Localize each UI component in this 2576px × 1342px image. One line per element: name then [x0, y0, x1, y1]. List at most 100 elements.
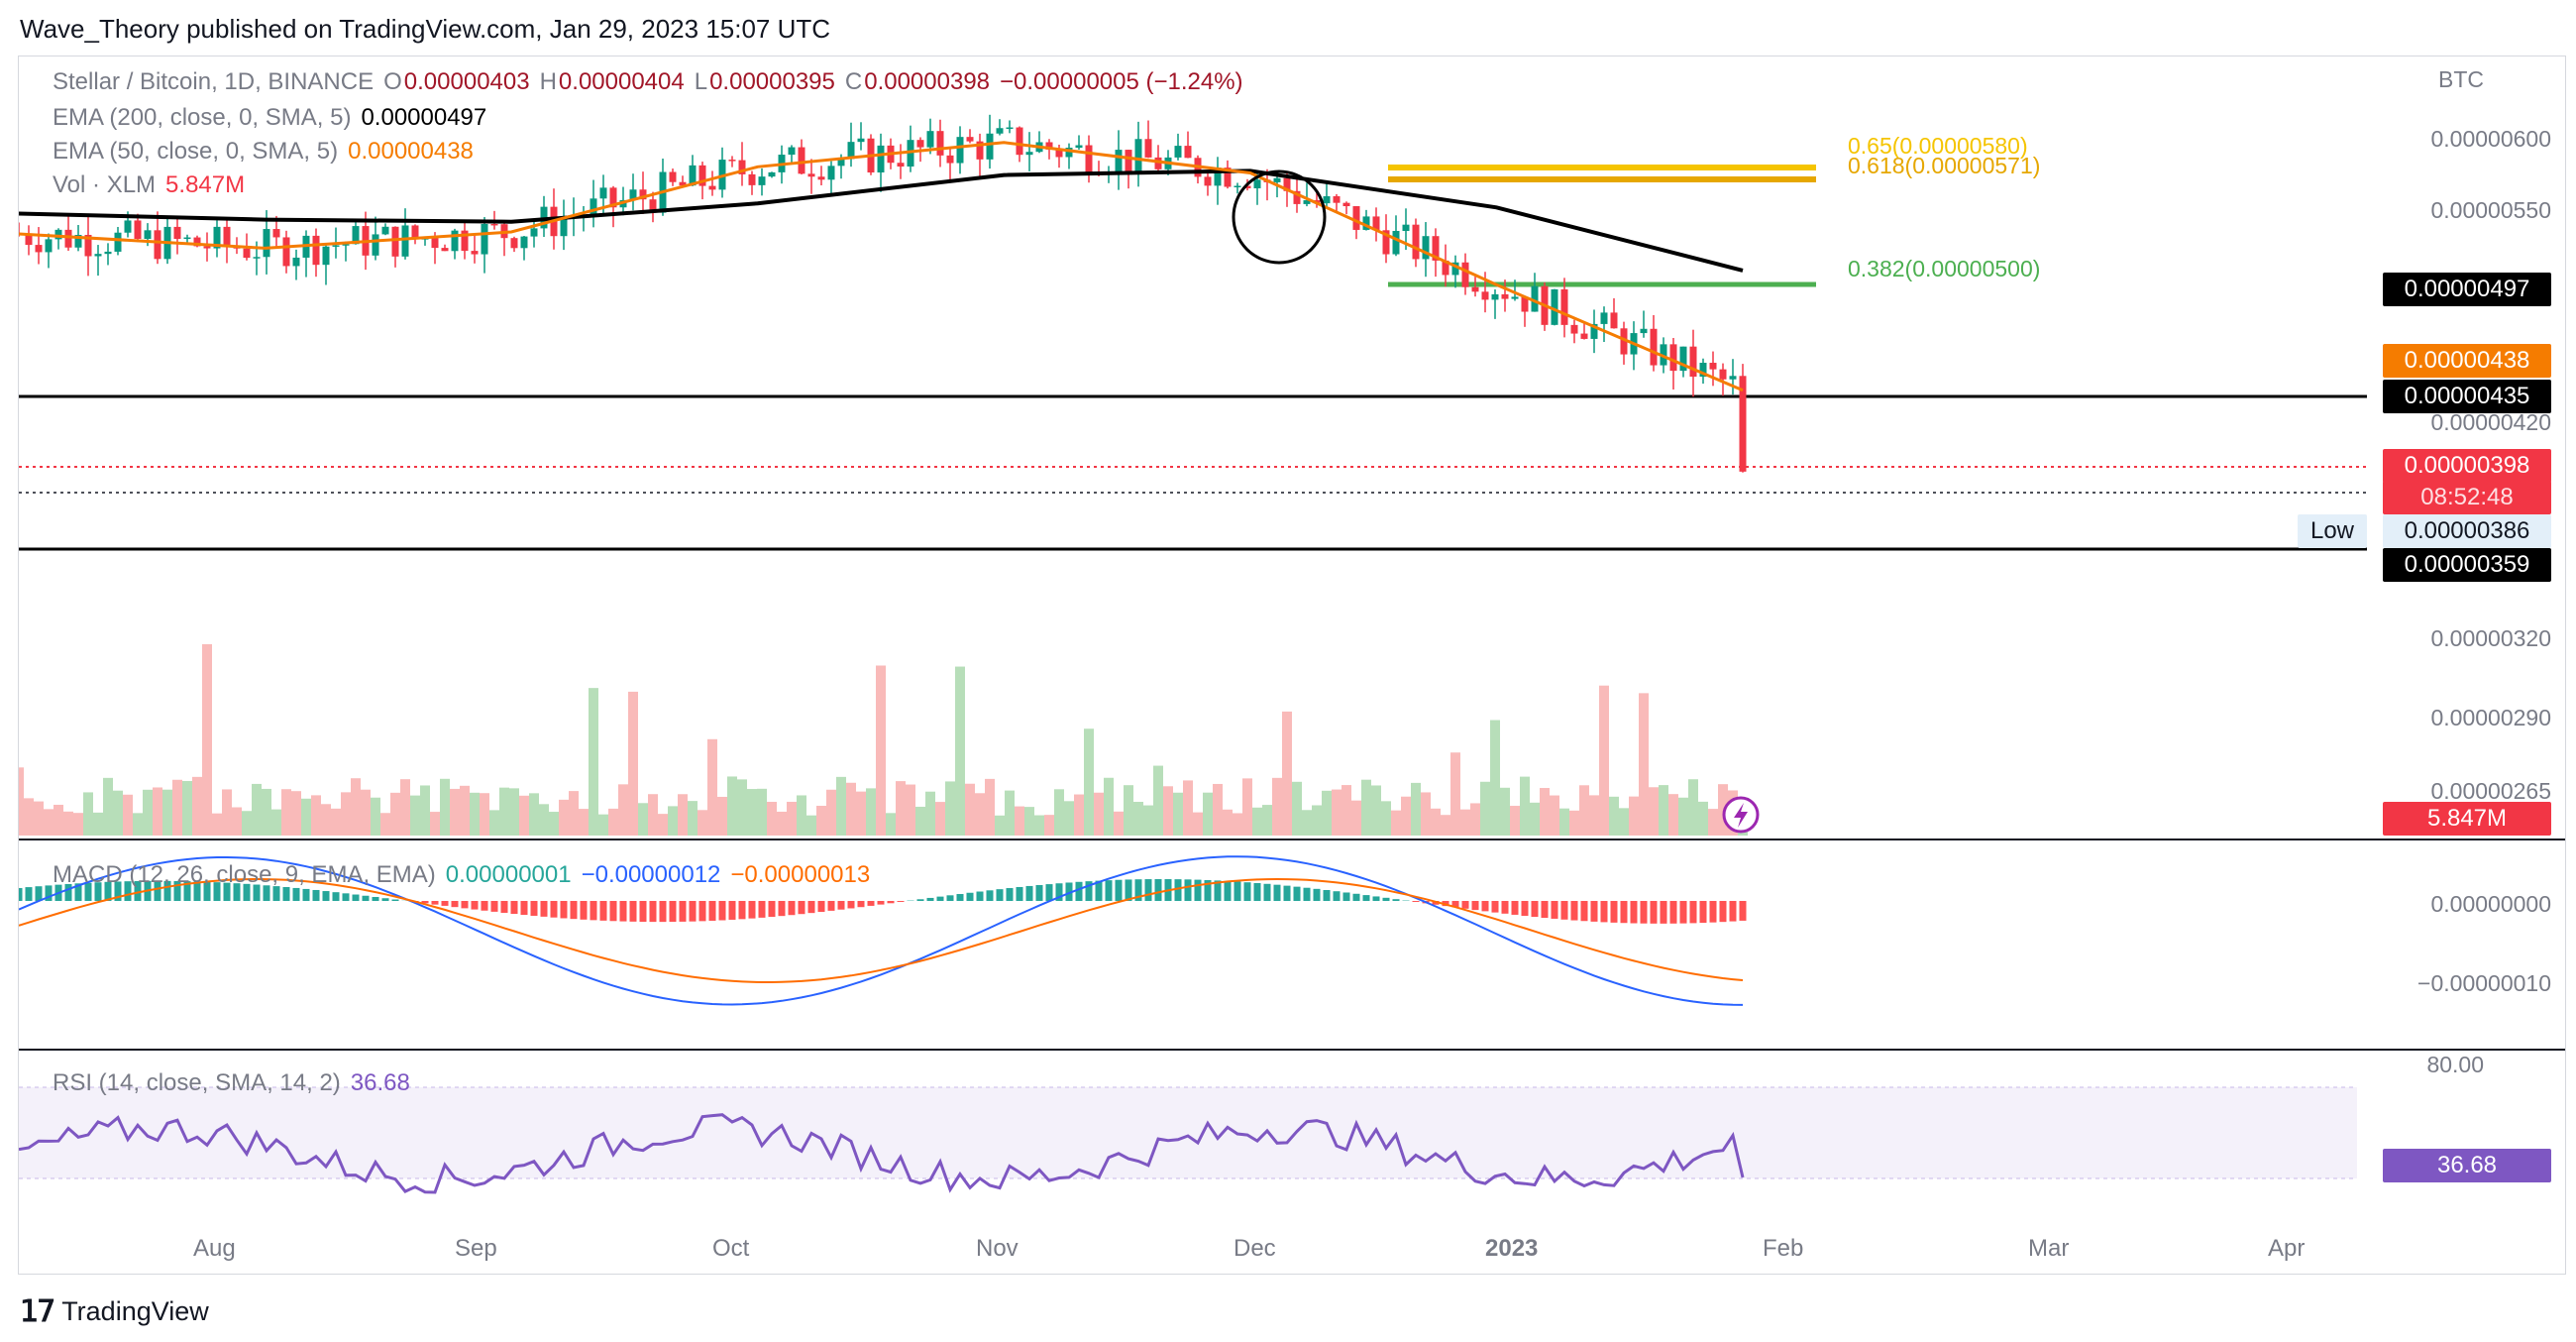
candle-body[interactable]	[1442, 260, 1449, 276]
candle-body[interactable]	[827, 166, 835, 180]
candle-body[interactable]	[1323, 196, 1331, 204]
candle-body[interactable]	[1531, 285, 1539, 312]
candle-body[interactable]	[35, 245, 43, 253]
candle-body[interactable]	[629, 189, 637, 200]
candle-body[interactable]	[996, 128, 1004, 134]
candle-body[interactable]	[490, 223, 498, 226]
candle-body[interactable]	[1382, 230, 1390, 255]
candle-body[interactable]	[203, 246, 211, 249]
candle-body[interactable]	[1243, 185, 1251, 189]
candle-body[interactable]	[877, 145, 885, 173]
candle-body[interactable]	[411, 225, 419, 239]
candle-body[interactable]	[590, 198, 597, 217]
candle-body[interactable]	[768, 171, 776, 177]
candle-body[interactable]	[1640, 328, 1648, 334]
candle-body[interactable]	[1551, 288, 1558, 325]
candle-body[interactable]	[391, 226, 399, 257]
candle-body[interactable]	[1006, 127, 1014, 130]
candle-body[interactable]	[907, 140, 914, 168]
candle-body[interactable]	[1115, 150, 1123, 172]
candle-body[interactable]	[1016, 127, 1023, 156]
candle-body[interactable]	[1402, 224, 1410, 232]
candle-body[interactable]	[1214, 168, 1222, 186]
candle-body[interactable]	[1412, 224, 1420, 260]
candle-body[interactable]	[1739, 376, 1747, 472]
candle-body[interactable]	[322, 246, 330, 266]
candle-body[interactable]	[1333, 196, 1341, 203]
candle-body[interactable]	[1709, 363, 1717, 370]
chart-canvas[interactable]: 0.65(0.00000580) 0.618(0.00000571) 0.382…	[19, 56, 2565, 1274]
candle-body[interactable]	[451, 230, 459, 252]
candle-body[interactable]	[154, 230, 161, 260]
candle-body[interactable]	[728, 160, 736, 162]
ema50-legend[interactable]: EMA (50, close, 0, SMA, 5) 0.00000438	[53, 138, 483, 166]
candle-body[interactable]	[1610, 312, 1618, 329]
candle-body[interactable]	[104, 251, 112, 255]
candle-body[interactable]	[1580, 333, 1588, 339]
candle-body[interactable]	[510, 238, 518, 249]
candle-body[interactable]	[223, 226, 231, 247]
candle-body[interactable]	[1154, 157, 1162, 169]
candle-body[interactable]	[817, 176, 825, 180]
candle-body[interactable]	[1600, 312, 1608, 324]
candle-body[interactable]	[976, 141, 984, 160]
candle-body[interactable]	[1234, 185, 1241, 188]
candle-body[interactable]	[1372, 216, 1380, 231]
candle-body[interactable]	[342, 244, 350, 246]
candle-body[interactable]	[897, 163, 905, 168]
candle-body[interactable]	[471, 251, 479, 255]
candle-body[interactable]	[689, 165, 697, 186]
candle-body[interactable]	[94, 254, 102, 257]
candle-body[interactable]	[530, 228, 538, 237]
candle-body[interactable]	[74, 234, 82, 248]
candle-body[interactable]	[1075, 145, 1083, 149]
candle-body[interactable]	[481, 223, 488, 255]
candle-body[interactable]	[1422, 236, 1430, 260]
candle-body[interactable]	[1273, 177, 1281, 182]
candle-body[interactable]	[253, 257, 261, 259]
candle-body[interactable]	[738, 160, 746, 174]
symbol-title[interactable]: Stellar / Bitcoin, 1D, BINANCE	[53, 68, 375, 95]
candle-body[interactable]	[461, 230, 469, 252]
candle-body[interactable]	[1134, 139, 1142, 171]
ema200-line[interactable]	[19, 168, 1744, 273]
candle-body[interactable]	[1511, 296, 1519, 299]
candle-body[interactable]	[698, 165, 706, 186]
candle-body[interactable]	[1352, 206, 1360, 230]
candle-body[interactable]	[1461, 262, 1469, 287]
candle-body[interactable]	[312, 235, 320, 266]
candle-body[interactable]	[1283, 177, 1291, 191]
candle-body[interactable]	[956, 137, 964, 164]
candle-body[interactable]	[114, 232, 122, 252]
candle-body[interactable]	[1065, 148, 1073, 158]
lightning-icon[interactable]	[1722, 796, 1760, 834]
candle-body[interactable]	[84, 234, 92, 257]
candle-body[interactable]	[134, 220, 142, 239]
macd-legend[interactable]: MACD (12, 26, close, 9, EMA, EMA) 0.00000…	[53, 861, 880, 889]
candle-body[interactable]	[857, 138, 865, 143]
ema200-legend[interactable]: EMA (200, close, 0, SMA, 5) 0.00000497	[53, 104, 496, 132]
candle-body[interactable]	[183, 237, 191, 240]
candle-body[interactable]	[1451, 262, 1459, 276]
candle-body[interactable]	[381, 226, 389, 235]
candle-body[interactable]	[1560, 288, 1568, 325]
candle-body[interactable]	[213, 226, 221, 249]
candle-body[interactable]	[1481, 291, 1489, 300]
candle-body[interactable]	[748, 173, 756, 185]
candle-body[interactable]	[1679, 346, 1687, 372]
candle-body[interactable]	[1085, 145, 1093, 173]
candle-body[interactable]	[25, 234, 33, 246]
candle-body[interactable]	[1432, 236, 1440, 261]
candle-body[interactable]	[372, 234, 379, 256]
candle-body[interactable]	[520, 236, 528, 249]
candle-body[interactable]	[599, 187, 607, 199]
candle-body[interactable]	[669, 171, 677, 182]
candle-body[interactable]	[292, 257, 300, 267]
candle-body[interactable]	[1521, 296, 1529, 312]
candle-body[interactable]	[1620, 328, 1628, 355]
candle-body[interactable]	[1570, 324, 1578, 334]
crossover-circle[interactable]	[1232, 169, 1327, 265]
candle-body[interactable]	[916, 140, 924, 148]
candle-body[interactable]	[193, 237, 201, 247]
candle-body[interactable]	[1055, 149, 1063, 158]
